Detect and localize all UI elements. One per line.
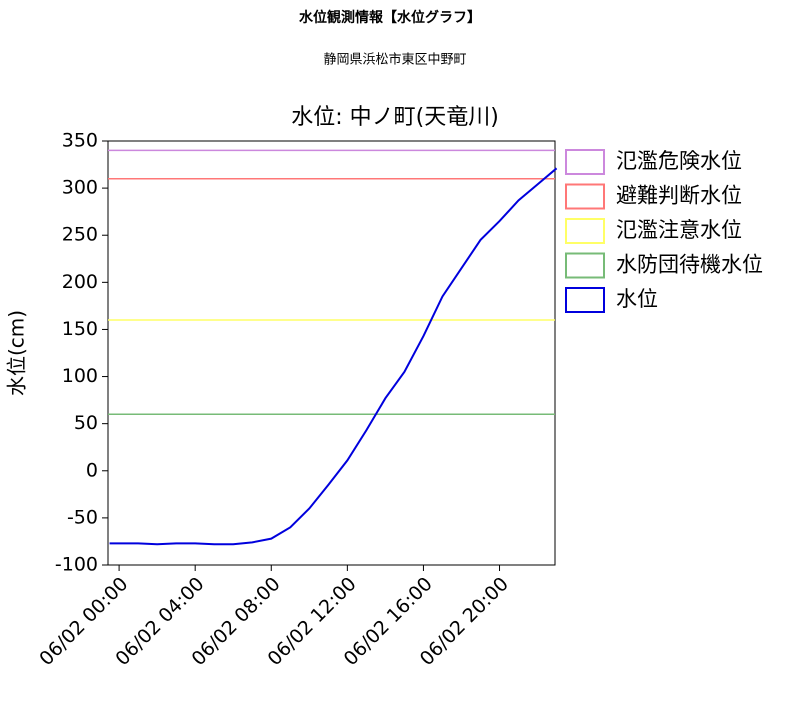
y-tick-label: 300	[62, 177, 98, 199]
legend-swatch	[565, 149, 605, 175]
plot-frame	[107, 140, 556, 566]
legend-swatch	[565, 218, 605, 244]
y-tick-label: 200	[62, 271, 98, 293]
y-axis-label: 水位(cm)	[5, 310, 29, 396]
page-subtitle: 静岡県浜松市東区中野町	[323, 52, 466, 68]
water-level-line	[109, 167, 558, 546]
y-tick-label: 250	[62, 224, 98, 246]
y-tick-label: 50	[74, 412, 98, 434]
legend-swatch	[565, 287, 605, 313]
y-tick-label: -100	[55, 554, 98, 576]
legend-swatch	[565, 183, 605, 210]
legend-label: 氾濫注意水位	[616, 218, 742, 242]
y-tick-label: 150	[62, 318, 98, 340]
legend-label: 水位	[616, 287, 658, 311]
legend-label: 氾濫危険水位	[616, 149, 742, 173]
chart-title: 水位: 中ノ町(天竜川)	[291, 105, 499, 130]
y-tick-label: 0	[86, 459, 98, 481]
legend-label: 水防団待機水位	[616, 253, 763, 277]
legend-label: 避難判断水位	[616, 184, 742, 208]
legend-swatch	[565, 252, 605, 279]
y-tick-label: 100	[62, 365, 98, 387]
page-title: 水位観測情報【水位グラフ】	[299, 9, 481, 26]
y-tick-label: -50	[67, 506, 98, 528]
y-tick-label: 350	[62, 130, 98, 152]
